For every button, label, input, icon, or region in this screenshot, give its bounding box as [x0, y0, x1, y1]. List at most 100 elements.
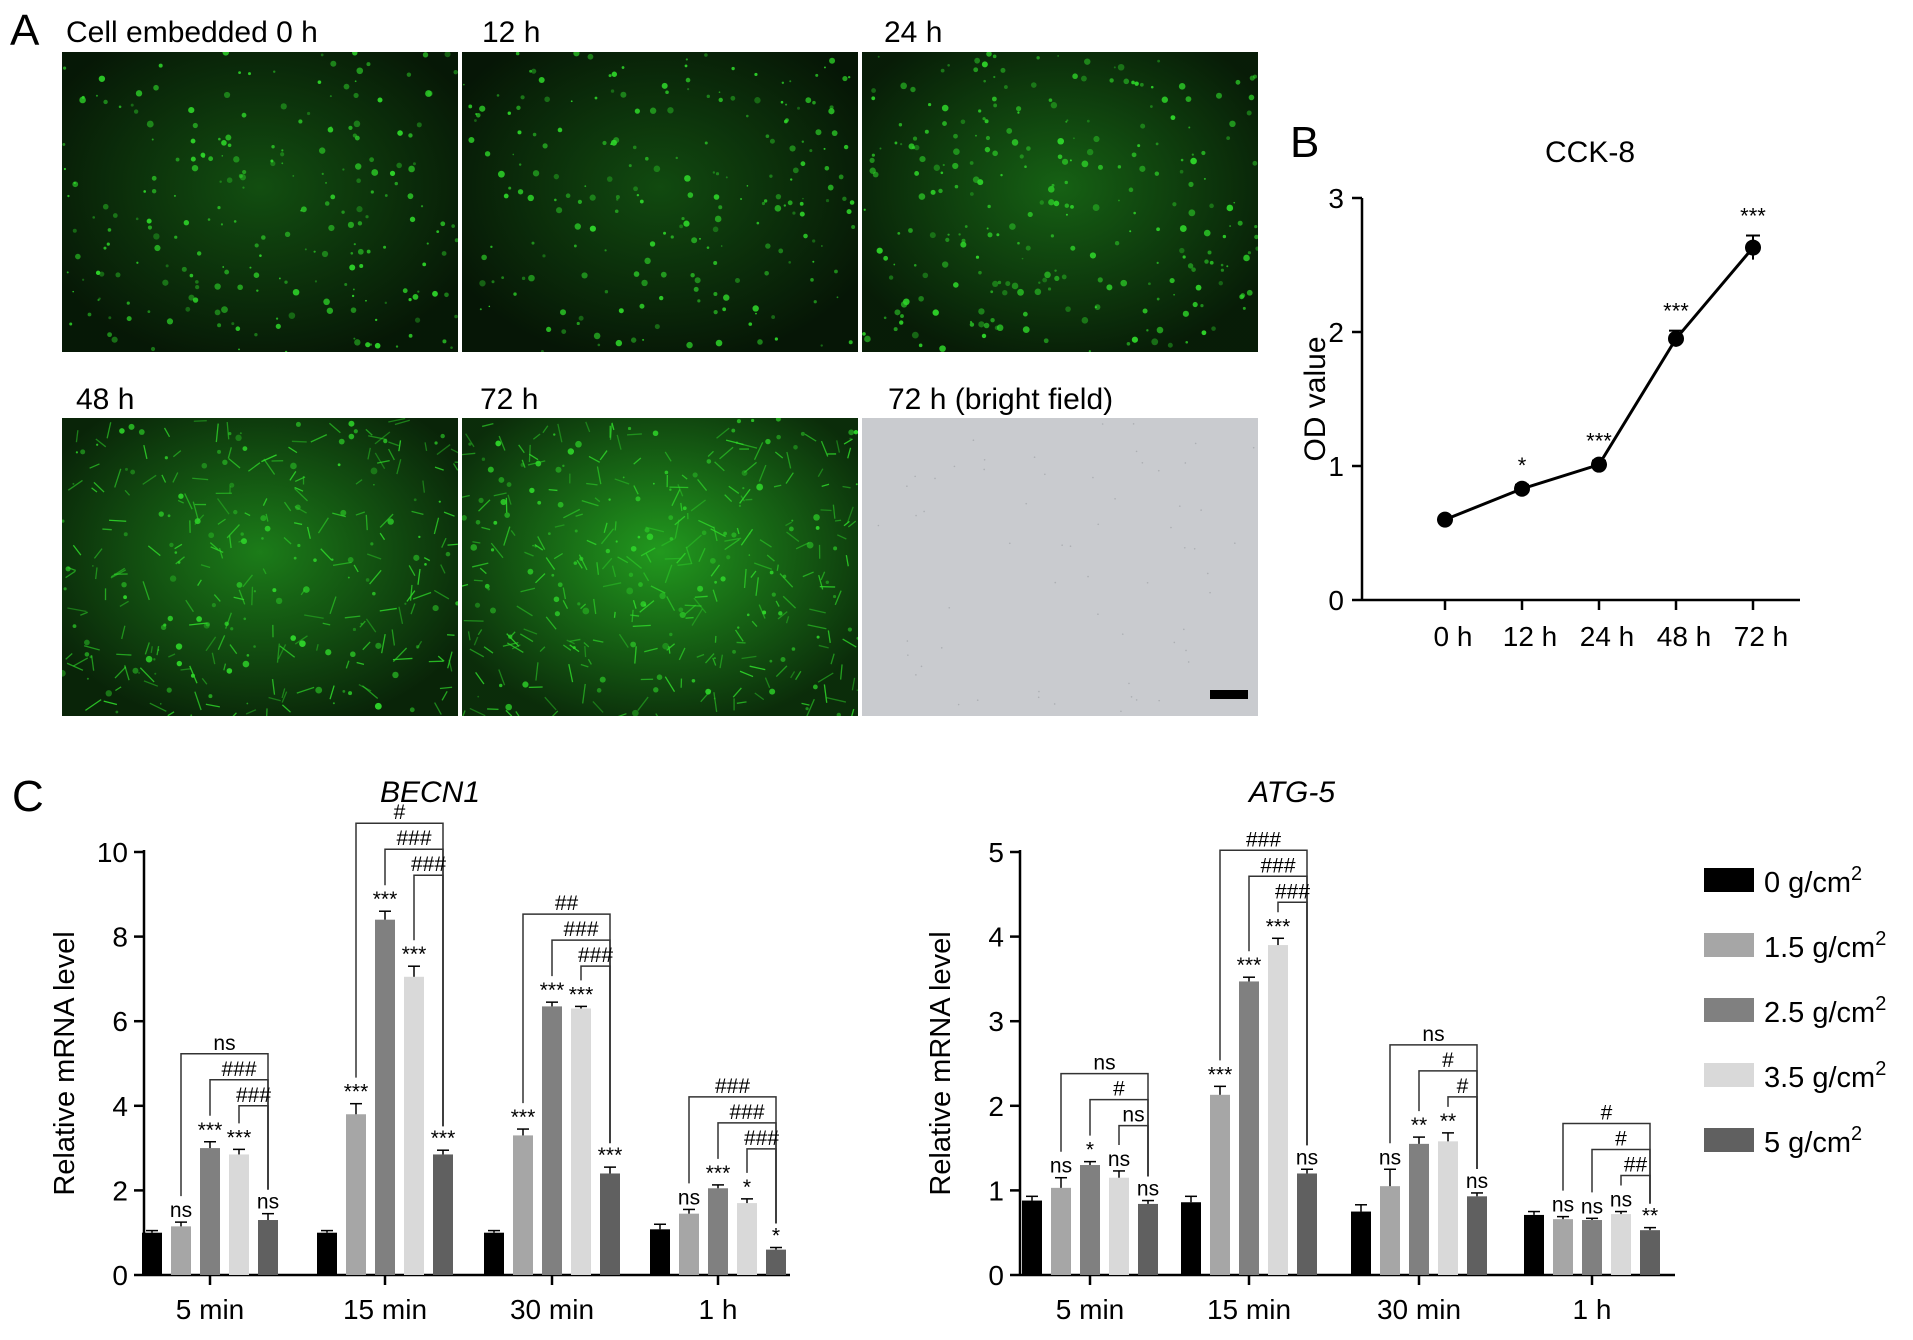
- cell-spot: [1026, 146, 1031, 151]
- cell-spot: [815, 129, 822, 136]
- cell-process: [368, 435, 387, 441]
- cell-spot: [167, 514, 171, 518]
- cell-spot: [350, 252, 354, 255]
- fluorescence-glow: [62, 52, 458, 352]
- cell-spot: [573, 244, 577, 248]
- cell-spot: [1191, 267, 1196, 272]
- cell-spot: [253, 590, 256, 593]
- cell-spot: [479, 280, 486, 287]
- cell-spot: [1004, 85, 1008, 89]
- cell-spot: [506, 482, 512, 487]
- cell-spot: [879, 147, 882, 150]
- cell-spot: [432, 604, 439, 612]
- bar: [1138, 1203, 1158, 1275]
- cell-process: [728, 485, 740, 494]
- cell-spot: [1011, 139, 1019, 146]
- brightfield-speck: [1054, 581, 1057, 584]
- y-tick-label: 1: [988, 1175, 1004, 1206]
- cell-spot: [1069, 159, 1072, 162]
- brightfield-speck: [1033, 456, 1036, 459]
- comparison-label: ###: [1246, 828, 1281, 851]
- cell-spot: [991, 96, 997, 102]
- cell-spot: [928, 102, 932, 107]
- cell-process: [248, 462, 261, 472]
- cell-spot: [1246, 289, 1253, 296]
- cell-spot: [785, 103, 788, 106]
- cell-spot: [221, 140, 227, 146]
- cell-process: [671, 489, 681, 507]
- cell-spot: [1155, 142, 1159, 146]
- cell-spot: [214, 309, 221, 316]
- cell-spot: [352, 52, 358, 56]
- significance-label: ***: [598, 1144, 623, 1167]
- cell-spot: [856, 636, 858, 640]
- cell-spot: [146, 120, 154, 128]
- cell-process: [477, 629, 483, 636]
- cell-spot: [242, 186, 245, 189]
- cell-process: [674, 515, 686, 526]
- cell-process: [213, 594, 221, 602]
- cell-process: [843, 520, 850, 527]
- cell-spot: [855, 483, 858, 486]
- cell-spot: [555, 466, 562, 473]
- cell-spot: [735, 441, 739, 444]
- cell-spot: [208, 694, 213, 699]
- cell-spot: [229, 482, 235, 488]
- cell-process: [631, 609, 634, 623]
- cell-process: [650, 585, 666, 594]
- cell-process: [317, 517, 329, 534]
- cell-spot: [973, 67, 979, 73]
- cell-spot: [789, 80, 792, 83]
- x-tick-label: 5 min: [176, 1294, 244, 1325]
- cell-spot: [992, 280, 999, 287]
- cell-process: [329, 596, 337, 615]
- comparison-bracket: [1389, 1044, 1478, 1169]
- significance-label: **: [1642, 1205, 1658, 1228]
- brightfield-speck: [1194, 442, 1197, 445]
- brightfield-speck: [1141, 461, 1144, 464]
- cell-spot: [341, 210, 345, 214]
- cell-spot: [788, 526, 794, 532]
- cell-spot: [1222, 234, 1227, 239]
- cell-process: [820, 509, 832, 512]
- cell-spot: [532, 170, 540, 177]
- cell-process: [795, 542, 810, 550]
- cell-spot: [203, 622, 210, 629]
- cell-process: [408, 565, 416, 576]
- cell-spot: [123, 595, 127, 600]
- cell-spot: [815, 73, 819, 77]
- cell-spot: [426, 242, 429, 245]
- brightfield-speck: [906, 640, 909, 642]
- cell-spot: [954, 184, 959, 189]
- cell-process: [528, 453, 539, 461]
- cell-spot: [820, 245, 823, 247]
- cell-process: [507, 494, 512, 505]
- cell-spot: [174, 551, 178, 554]
- cell-process: [601, 557, 613, 570]
- cell-spot: [783, 119, 788, 124]
- cell-process: [143, 680, 159, 687]
- cell-spot: [126, 316, 132, 322]
- x-tick-label: 0 h: [1434, 621, 1473, 652]
- cell-spot: [481, 254, 487, 261]
- brightfield-speck: [940, 647, 943, 649]
- cell-spot: [900, 82, 907, 90]
- cell-spot: [280, 152, 285, 157]
- cell-spot: [1017, 111, 1020, 114]
- cell-spot: [119, 428, 125, 434]
- cell-spot: [281, 149, 284, 152]
- cell-spot: [701, 530, 707, 536]
- brightfield-speck: [1069, 545, 1072, 548]
- cell-process: [450, 448, 458, 454]
- cell-spot: [495, 440, 502, 447]
- cell-spot: [953, 148, 960, 156]
- cell-process: [851, 708, 855, 716]
- cell-spot: [615, 194, 620, 199]
- cell-spot: [706, 459, 712, 464]
- cell-spot: [1097, 277, 1103, 283]
- cell-process: [472, 562, 489, 568]
- cell-spot: [1182, 255, 1186, 259]
- cell-process: [817, 672, 834, 683]
- significance-label: ***: [344, 1081, 369, 1104]
- cell-process: [228, 535, 232, 549]
